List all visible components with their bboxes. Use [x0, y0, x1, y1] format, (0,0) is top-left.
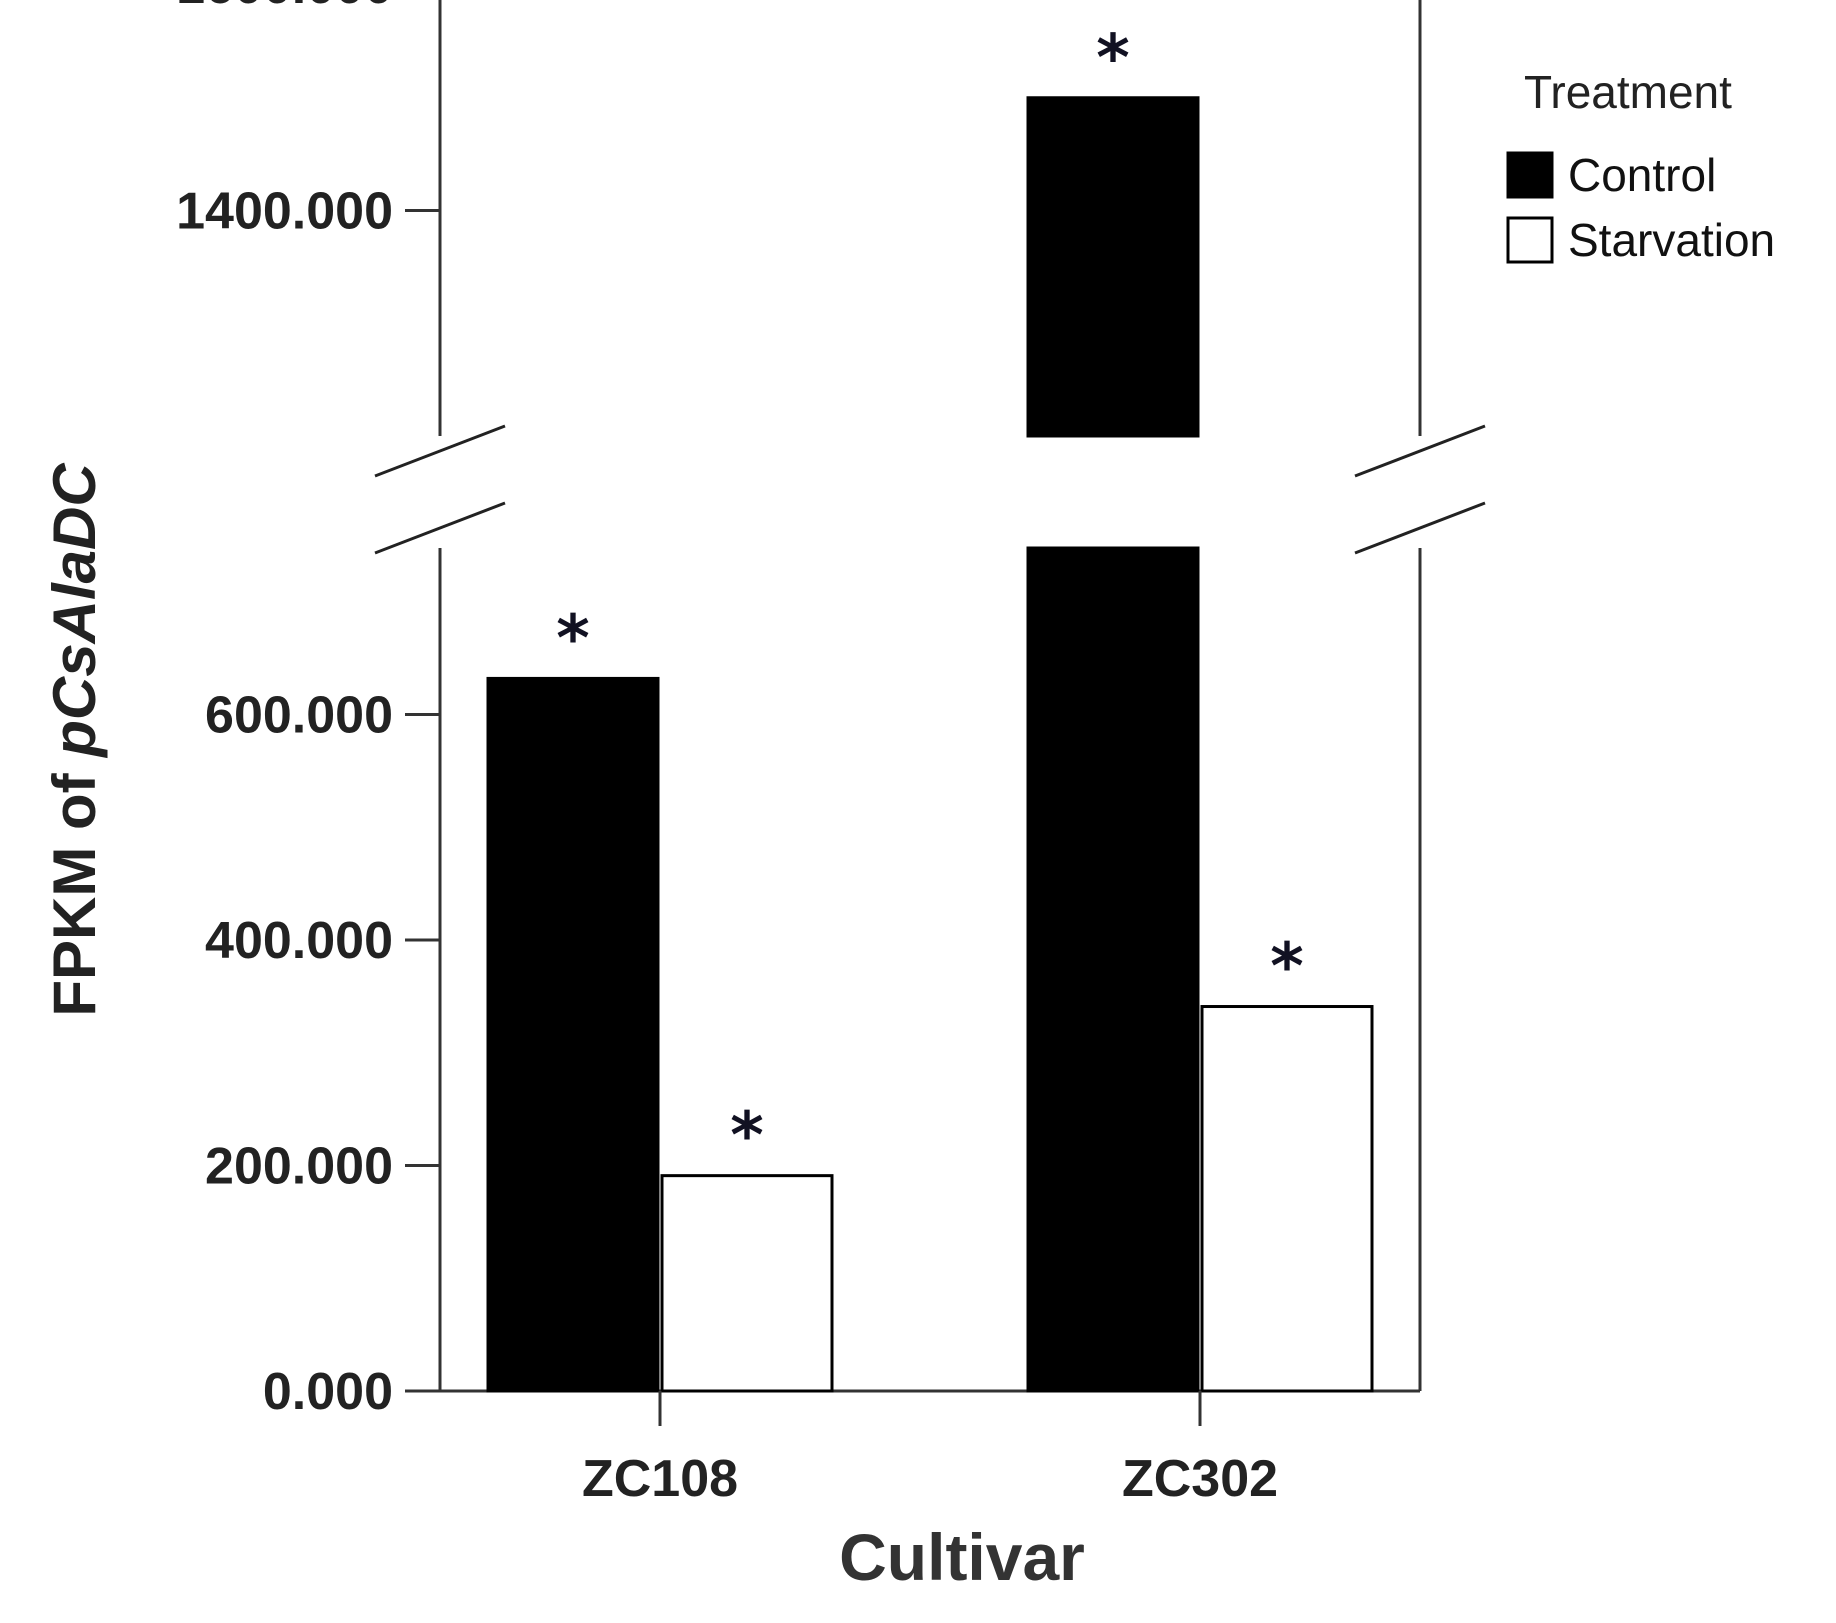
legend-title: Treatment	[1524, 66, 1732, 118]
y-tick-label: 600.000	[205, 687, 393, 745]
y-tick-label: 400.000	[205, 912, 393, 970]
bar-ZC302-Control-upper	[1026, 96, 1200, 438]
x-axis: ZC108 ZC302	[582, 1391, 1278, 1508]
legend: Treatment Control Starvation	[1506, 66, 1775, 266]
axis-break-marks	[370, 424, 1490, 555]
legend-swatch-starvation	[1506, 216, 1554, 264]
axis-break-slash	[1354, 501, 1486, 555]
y-axis: 0.000 200.000 400.000 600.000 1400.000 1600.0…	[176, 0, 440, 1421]
axis-break-mask	[370, 438, 510, 546]
axis-break-slash	[374, 501, 506, 555]
legend-swatch-control	[1506, 151, 1554, 199]
x-axis-title: Cultivar	[839, 1520, 1085, 1594]
axis-break-slash	[374, 424, 506, 478]
x-tick-label: ZC302	[1122, 1450, 1278, 1508]
significance-markers: * * * *	[556, 22, 1303, 1174]
significance-star: *	[730, 1100, 763, 1174]
y-axis-title: FPKM of pCsAlaDC	[41, 462, 108, 1017]
bar-ZC108-Control	[486, 676, 660, 1393]
y-tick-label: 0.000	[263, 1363, 393, 1421]
axis-break-slash	[1354, 424, 1486, 478]
legend-label-starvation: Starvation	[1568, 214, 1775, 266]
axis-break-mask	[1350, 438, 1490, 546]
bars	[486, 96, 1374, 1393]
y-axis-title-gene: pCsAlaDC	[41, 462, 108, 759]
x-tick-label: ZC108	[582, 1450, 738, 1508]
bar-ZC108-Starvation	[660, 1174, 834, 1393]
y-tick-label: 1400.000	[176, 183, 393, 241]
significance-star: *	[1270, 931, 1303, 1005]
y-tick-label: 1600.000	[176, 0, 393, 15]
y-axis-title-prefix: FPKM of	[41, 772, 108, 1016]
legend-label-control: Control	[1568, 149, 1716, 201]
significance-star: *	[556, 602, 589, 676]
bar-ZC302-Starvation	[1200, 1005, 1374, 1393]
bar-ZC302-Control-lower	[1026, 546, 1200, 1393]
significance-star: *	[1096, 22, 1129, 96]
y-tick-label: 200.000	[205, 1138, 393, 1196]
